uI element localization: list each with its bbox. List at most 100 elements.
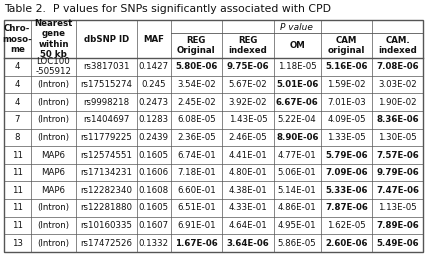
Text: 6.67E-06: 6.67E-06	[275, 98, 318, 107]
Text: 2.46E-05: 2.46E-05	[228, 133, 267, 142]
Text: 1.67E-06: 1.67E-06	[175, 239, 217, 248]
Text: 4.41E-01: 4.41E-01	[228, 151, 267, 160]
Text: 0.1427: 0.1427	[138, 62, 168, 71]
Text: 4.95E-01: 4.95E-01	[277, 221, 316, 230]
Text: 0.1606: 0.1606	[138, 168, 168, 177]
Text: 6.60E-01: 6.60E-01	[176, 186, 215, 195]
Text: MAP6: MAP6	[41, 186, 65, 195]
Text: 7.47E-06: 7.47E-06	[375, 186, 418, 195]
Text: 5.49E-06: 5.49E-06	[375, 239, 418, 248]
Text: 1.18E-05: 1.18E-05	[277, 62, 316, 71]
Text: 0.1605: 0.1605	[138, 151, 168, 160]
Text: 5.14E-01: 5.14E-01	[277, 186, 316, 195]
Text: 11: 11	[12, 168, 23, 177]
Text: MAF: MAF	[143, 35, 164, 43]
Text: 0.2473: 0.2473	[138, 98, 168, 107]
Text: rs12574551: rs12574551	[81, 151, 132, 160]
Text: MAP6: MAP6	[41, 168, 65, 177]
Text: 7.18E-01: 7.18E-01	[176, 168, 215, 177]
Text: 11: 11	[12, 203, 23, 212]
Text: rs1404697: rs1404697	[83, 115, 130, 124]
Text: MAP6: MAP6	[41, 151, 65, 160]
Text: 5.79E-06: 5.79E-06	[325, 151, 367, 160]
Text: 4.09E-05: 4.09E-05	[326, 115, 365, 124]
Text: 9.75E-06: 9.75E-06	[226, 62, 269, 71]
Text: 6.51E-01: 6.51E-01	[176, 203, 215, 212]
Text: 4.64E-01: 4.64E-01	[228, 221, 267, 230]
Text: 6.08E-05: 6.08E-05	[176, 115, 215, 124]
Text: 3.92E-02: 3.92E-02	[228, 98, 267, 107]
Text: 7.89E-06: 7.89E-06	[375, 221, 418, 230]
Text: 0.1332: 0.1332	[138, 239, 168, 248]
Text: 5.33E-06: 5.33E-06	[325, 186, 367, 195]
Text: CAM
original: CAM original	[327, 36, 364, 55]
Text: 4: 4	[14, 80, 20, 89]
Text: REG
indexed: REG indexed	[228, 36, 267, 55]
Text: 4: 4	[14, 98, 20, 107]
Text: 7.08E-06: 7.08E-06	[375, 62, 418, 71]
Text: 0.1607: 0.1607	[138, 221, 168, 230]
Text: 4.77E-01: 4.77E-01	[277, 151, 316, 160]
Text: rs10160335: rs10160335	[81, 221, 132, 230]
Text: 3.64E-06: 3.64E-06	[226, 239, 269, 248]
Text: 11: 11	[12, 221, 23, 230]
Text: 7.01E-03: 7.01E-03	[326, 98, 365, 107]
Text: REG
Original: REG Original	[177, 36, 215, 55]
Text: 6.74E-01: 6.74E-01	[176, 151, 215, 160]
Text: 11: 11	[12, 151, 23, 160]
Text: 5.86E-05: 5.86E-05	[277, 239, 316, 248]
Text: 1.59E-02: 1.59E-02	[326, 80, 365, 89]
Text: rs17134231: rs17134231	[81, 168, 132, 177]
Text: 5.16E-06: 5.16E-06	[325, 62, 367, 71]
Text: rs17515274: rs17515274	[81, 80, 132, 89]
Text: 4.80E-01: 4.80E-01	[228, 168, 267, 177]
Text: (Intron): (Intron)	[37, 80, 69, 89]
Text: 6.91E-01: 6.91E-01	[177, 221, 215, 230]
Text: dbSNP ID: dbSNP ID	[84, 35, 129, 43]
Text: 3.03E-02: 3.03E-02	[377, 80, 416, 89]
Text: P value: P value	[280, 23, 313, 32]
Text: rs11779225: rs11779225	[81, 133, 132, 142]
Text: 1.30E-05: 1.30E-05	[377, 133, 416, 142]
Text: 13: 13	[12, 239, 23, 248]
Text: rs3817031: rs3817031	[83, 62, 130, 71]
Text: 0.1283: 0.1283	[138, 115, 168, 124]
Text: 0.1605: 0.1605	[138, 203, 168, 212]
Text: CAM.
indexed: CAM. indexed	[377, 36, 416, 55]
Text: 5.22E-04: 5.22E-04	[277, 115, 316, 124]
Text: 1.90E-02: 1.90E-02	[377, 98, 416, 107]
Text: (Intron): (Intron)	[37, 133, 69, 142]
Text: (Intron): (Intron)	[37, 239, 69, 248]
Text: 2.60E-06: 2.60E-06	[325, 239, 367, 248]
Text: 1.62E-05: 1.62E-05	[326, 221, 365, 230]
Text: 4.38E-01: 4.38E-01	[228, 186, 267, 195]
Text: rs12282340: rs12282340	[81, 186, 132, 195]
Text: 1.33E-05: 1.33E-05	[326, 133, 365, 142]
Text: Nearest
gene
within
50 kb: Nearest gene within 50 kb	[34, 19, 72, 59]
Text: 9.79E-06: 9.79E-06	[375, 168, 418, 177]
Text: (Intron): (Intron)	[37, 221, 69, 230]
Text: 5.67E-02: 5.67E-02	[228, 80, 267, 89]
Text: 2.45E-02: 2.45E-02	[176, 98, 215, 107]
Text: (Intron): (Intron)	[37, 98, 69, 107]
Text: 11: 11	[12, 186, 23, 195]
Text: 0.2439: 0.2439	[138, 133, 168, 142]
Text: rs9998218: rs9998218	[83, 98, 130, 107]
Text: 4.86E-01: 4.86E-01	[277, 203, 316, 212]
Text: 5.01E-06: 5.01E-06	[276, 80, 318, 89]
Text: 5.80E-06: 5.80E-06	[175, 62, 217, 71]
Text: (Intron): (Intron)	[37, 203, 69, 212]
Text: 7: 7	[14, 115, 20, 124]
Text: LOC100
-505912: LOC100 -505912	[35, 57, 71, 76]
Text: 7.09E-06: 7.09E-06	[325, 168, 367, 177]
Text: (Intron): (Intron)	[37, 115, 69, 124]
Text: 1.13E-05: 1.13E-05	[377, 203, 416, 212]
Text: 7.57E-06: 7.57E-06	[375, 151, 418, 160]
Text: 0.245: 0.245	[141, 80, 166, 89]
Text: 7.87E-06: 7.87E-06	[324, 203, 367, 212]
Text: 4: 4	[14, 62, 20, 71]
Text: 1.43E-05: 1.43E-05	[228, 115, 267, 124]
Text: 0.1608: 0.1608	[138, 186, 168, 195]
Text: 2.36E-05: 2.36E-05	[176, 133, 215, 142]
Text: OM: OM	[289, 41, 305, 50]
